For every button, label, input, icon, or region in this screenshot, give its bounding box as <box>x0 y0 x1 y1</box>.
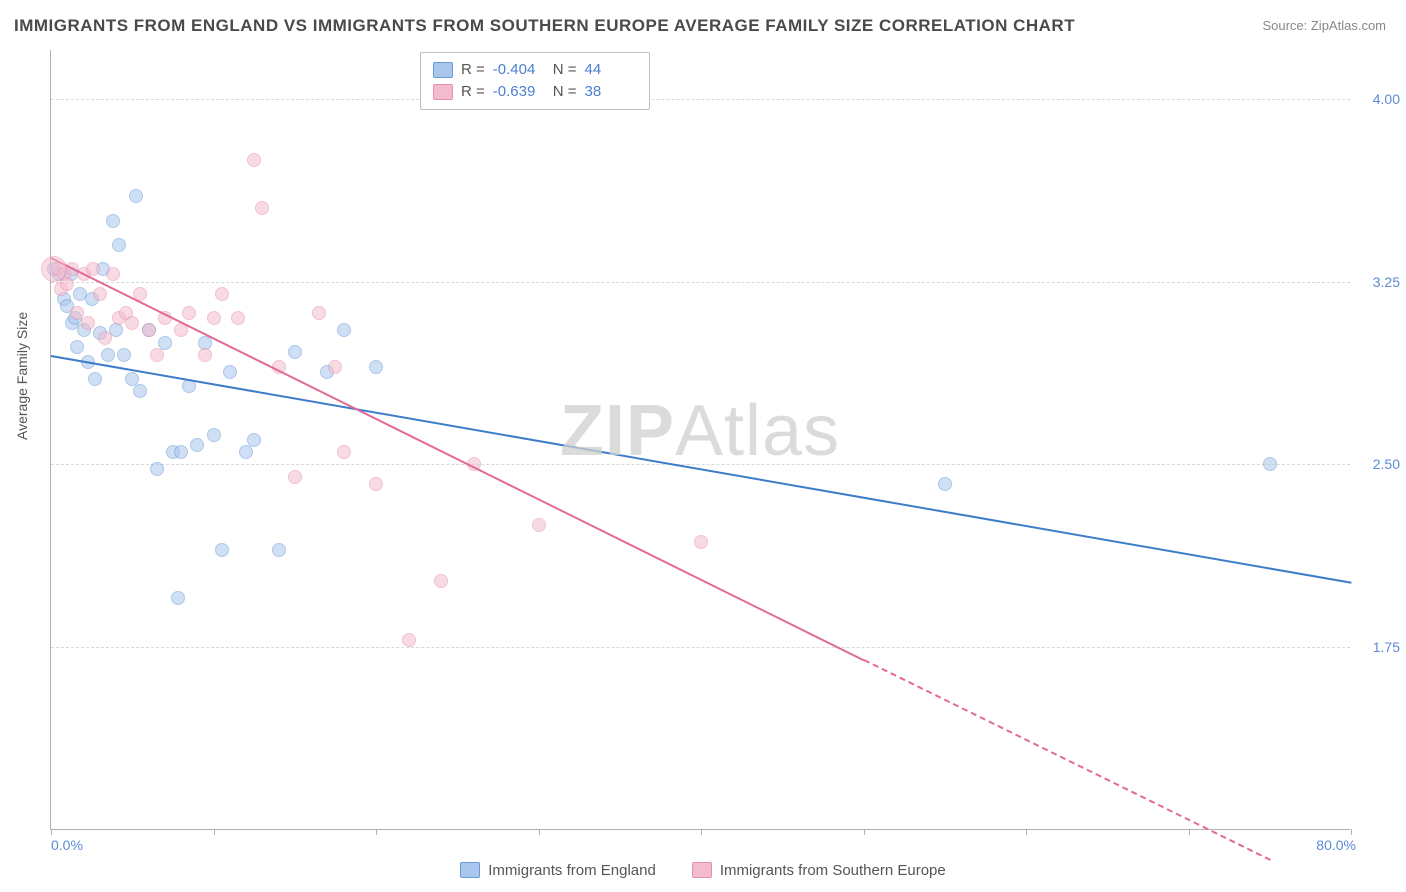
data-point <box>247 153 261 167</box>
data-point <box>337 323 351 337</box>
n-label: N = <box>553 81 577 103</box>
data-point <box>198 348 212 362</box>
r-label: R = <box>461 59 485 81</box>
plot-area: 1.752.503.254.000.0%80.0% <box>50 50 1350 830</box>
data-point <box>369 360 383 374</box>
n-label: N = <box>553 59 577 81</box>
data-point <box>133 384 147 398</box>
data-point <box>150 348 164 362</box>
data-point <box>288 470 302 484</box>
legend-swatch <box>692 862 712 878</box>
data-point <box>93 287 107 301</box>
data-point <box>182 306 196 320</box>
data-point <box>223 365 237 379</box>
y-tick-label: 4.00 <box>1360 91 1400 107</box>
x-max-label: 80.0% <box>1316 837 1356 853</box>
n-value: 38 <box>585 81 637 103</box>
legend-label: Immigrants from Southern Europe <box>720 862 946 879</box>
data-point <box>88 372 102 386</box>
data-point <box>150 462 164 476</box>
x-tick-mark <box>701 829 702 835</box>
data-point <box>215 287 229 301</box>
x-tick-mark <box>539 829 540 835</box>
data-point <box>106 214 120 228</box>
data-point <box>171 591 185 605</box>
data-point <box>1263 457 1277 471</box>
data-point <box>174 445 188 459</box>
data-point <box>231 311 245 325</box>
data-point <box>101 348 115 362</box>
data-point <box>255 201 269 215</box>
x-tick-mark <box>1189 829 1190 835</box>
r-label: R = <box>461 81 485 103</box>
x-tick-mark <box>214 829 215 835</box>
data-point <box>215 543 229 557</box>
legend-item: Immigrants from Southern Europe <box>692 862 946 879</box>
y-tick-label: 3.25 <box>1360 274 1400 290</box>
x-tick-mark <box>1026 829 1027 835</box>
data-point-large <box>41 256 67 282</box>
data-point <box>106 267 120 281</box>
legend-swatch <box>433 62 453 78</box>
legend-stat-row: R = -0.639 N = 38 <box>433 81 637 103</box>
x-tick-mark <box>864 829 865 835</box>
legend-label: Immigrants from England <box>488 862 656 879</box>
y-tick-label: 2.50 <box>1360 456 1400 472</box>
y-axis-label: Average Family Size <box>14 312 30 440</box>
x-tick-mark <box>51 829 52 835</box>
r-value: -0.639 <box>493 81 545 103</box>
legend-swatch <box>433 84 453 100</box>
legend-swatch <box>460 862 480 878</box>
data-point <box>434 574 448 588</box>
x-tick-mark <box>1351 829 1352 835</box>
r-value: -0.404 <box>493 59 545 81</box>
legend-series: Immigrants from England Immigrants from S… <box>0 862 1406 883</box>
data-point <box>337 445 351 459</box>
data-point <box>190 438 204 452</box>
data-point <box>70 340 84 354</box>
data-point <box>239 445 253 459</box>
data-point <box>272 543 286 557</box>
data-point <box>117 348 131 362</box>
x-min-label: 0.0% <box>51 837 83 853</box>
data-point <box>369 477 383 491</box>
data-point <box>938 477 952 491</box>
data-point <box>98 331 112 345</box>
n-value: 44 <box>585 59 637 81</box>
data-point <box>312 306 326 320</box>
x-tick-mark <box>376 829 377 835</box>
data-point <box>142 323 156 337</box>
data-point <box>328 360 342 374</box>
data-point <box>694 535 708 549</box>
legend-item: Immigrants from England <box>460 862 656 879</box>
legend-stat-row: R = -0.404 N = 44 <box>433 59 637 81</box>
data-point <box>207 428 221 442</box>
data-point <box>81 316 95 330</box>
chart-title: IMMIGRANTS FROM ENGLAND VS IMMIGRANTS FR… <box>14 16 1075 36</box>
trend-line <box>863 659 1270 861</box>
data-point <box>247 433 261 447</box>
legend-statistics: R = -0.404 N = 44 R = -0.639 N = 38 <box>420 52 650 110</box>
data-point <box>288 345 302 359</box>
data-point <box>402 633 416 647</box>
data-point <box>125 316 139 330</box>
y-tick-label: 1.75 <box>1360 639 1400 655</box>
data-point <box>532 518 546 532</box>
data-point <box>207 311 221 325</box>
data-point <box>158 336 172 350</box>
data-point <box>112 238 126 252</box>
source-label: Source: ZipAtlas.com <box>1262 18 1386 33</box>
data-point <box>129 189 143 203</box>
data-point <box>86 262 100 276</box>
